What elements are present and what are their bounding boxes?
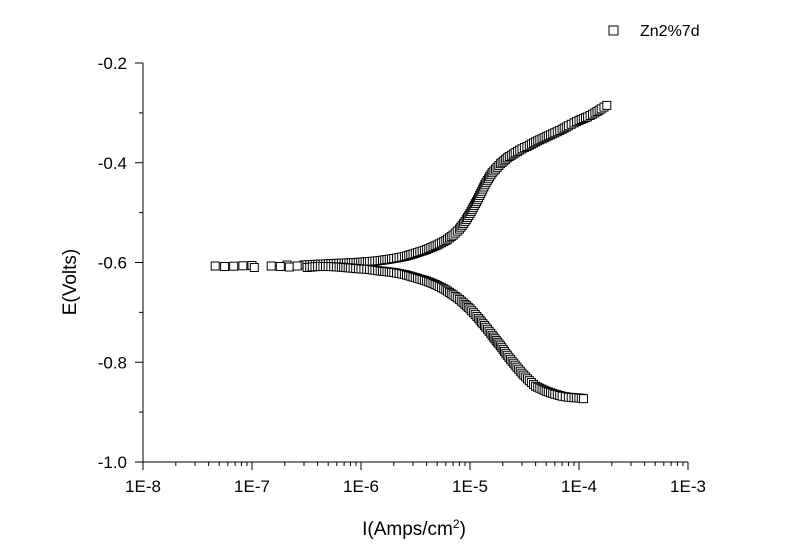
x-tick-label: 1E-6 [343, 477, 379, 496]
data-point [249, 263, 259, 272]
x-axis-title: I(Amps/cm2) [362, 517, 466, 540]
data-point [266, 261, 276, 271]
chart-tick-labels: 1E-8 1E-7 1E-6 1E-5 1E-4 1E-3 -0.2 -0.4 -0.6 -0.8… [98, 54, 706, 496]
chart-points [210, 100, 612, 404]
x-tick-label: 1E-3 [670, 477, 706, 496]
legend-label: Zn2%7d [640, 23, 700, 40]
x-tick-label: 1E-4 [561, 477, 597, 496]
y-tick-label: -0.4 [98, 154, 127, 173]
data-point [238, 261, 248, 271]
y-tick-label: -0.2 [98, 54, 127, 73]
data-point [220, 262, 230, 271]
data-point [284, 262, 294, 272]
x-tick-label: 1E-7 [234, 477, 270, 496]
y-axis-title: E(Volts) [60, 249, 81, 316]
legend: Zn2%7d [608, 23, 700, 40]
x-tick-label: 1E-5 [452, 477, 488, 496]
data-point [229, 261, 239, 271]
y-tick-label: -0.8 [98, 353, 127, 372]
chart-ticks [135, 62, 689, 470]
x-tick-label: 1E-8 [125, 477, 161, 496]
data-point [579, 394, 588, 404]
data-point [292, 261, 302, 271]
data-point [602, 100, 612, 110]
data-point [275, 262, 285, 271]
legend-marker [608, 25, 619, 36]
data-point [210, 261, 220, 271]
y-tick-label: -1.0 [98, 453, 127, 472]
y-tick-label: -0.6 [98, 254, 127, 273]
